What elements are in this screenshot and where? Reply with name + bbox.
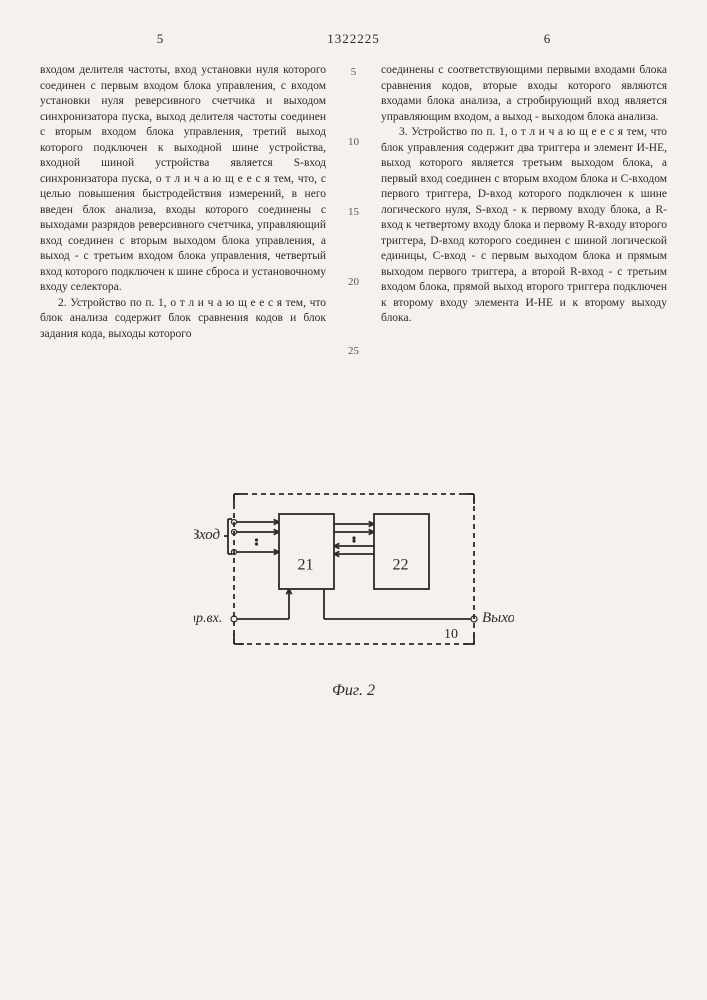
page-header: 5 1322225 6 <box>40 30 667 48</box>
left-p2-spaced: о т л и ч а ю щ е е с я <box>170 297 282 309</box>
right-p2-spaced: о т л и ч а ю щ е е с я <box>511 126 623 138</box>
svg-text:Вход: Вход <box>194 527 221 543</box>
right-p2-suffix: тем, что блок управления содержит два тр… <box>381 126 667 324</box>
right-p2: 3. Устройство по п. 1, о т л и ч а ю щ е… <box>381 125 667 327</box>
line-marker: 15 <box>346 205 361 220</box>
svg-text:10: 10 <box>444 627 458 642</box>
figure-label: Фиг. 2 <box>194 682 514 700</box>
right-column: соединены с соответствующими первыми вхо… <box>381 63 667 414</box>
page-number-left: 5 <box>157 31 164 47</box>
document-number: 1322225 <box>327 31 380 47</box>
text-columns: входом делителя частоты, вход установки … <box>40 63 667 414</box>
page-number-right: 6 <box>544 31 551 47</box>
left-p1: входом делителя частоты, вход установки … <box>40 63 326 296</box>
right-p2-prefix: 3. Устройство по п. 1, <box>399 126 511 138</box>
circuit-svg: 21 22 Вход Упр.вх. Выход 10 <box>194 474 514 674</box>
svg-text:Упр.вх.: Упр.вх. <box>194 611 222 626</box>
line-marker: 20 <box>346 275 361 290</box>
circuit-diagram: 21 22 Вход Упр.вх. Выход 10 Фиг. 2 <box>194 474 514 700</box>
svg-text:Выход: Выход <box>482 610 514 626</box>
line-markers: 5 10 15 20 25 <box>346 63 361 414</box>
line-marker: 25 <box>346 344 361 359</box>
diagram-container: 21 22 Вход Упр.вх. Выход 10 Фиг. 2 <box>40 474 667 700</box>
left-p2: 2. Устройство по п. 1, о т л и ч а ю щ е… <box>40 296 326 343</box>
svg-text:22: 22 <box>392 557 408 574</box>
left-column: входом делителя частоты, вход установки … <box>40 63 326 414</box>
left-p2-prefix: 2. Устройство по п. 1, <box>58 297 170 309</box>
line-marker: 5 <box>346 65 361 80</box>
svg-text:21: 21 <box>297 557 313 574</box>
line-marker: 10 <box>346 135 361 150</box>
right-p1: соединены с соответствующими первыми вхо… <box>381 63 667 125</box>
